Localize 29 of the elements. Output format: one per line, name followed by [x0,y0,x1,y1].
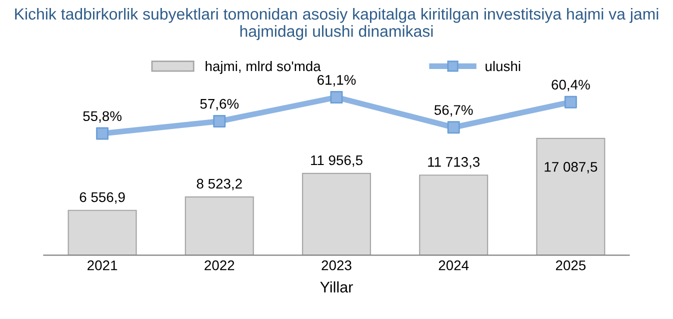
data-label: 56,7% [434,105,473,117]
data-label: 55,8% [83,111,122,123]
x-axis-title: Yillar [320,281,353,293]
bar [68,210,137,256]
x-tick-label: 2023 [322,260,352,270]
bar [184,196,254,256]
legend-label: hajmi, mlrd so'mda [206,60,321,74]
data-label: 57,6% [200,98,239,110]
x-tick-label: 2025 [556,260,586,270]
point [564,96,577,108]
point [330,91,343,104]
data-label: 6 556,9 [80,192,125,204]
data-label: 61,1% [318,74,356,86]
data-label: 60,4% [552,80,590,92]
x-tick-label: 2022 [204,260,234,270]
legend-label: ulushi [486,60,520,72]
bar [419,174,488,256]
bar [302,172,372,256]
x-tick-label: 2021 [88,260,118,270]
data-label: 11 956,5 [311,155,362,167]
data-label: 8 523,2 [196,178,242,190]
point [213,114,226,128]
data-label: 17 087,5 [544,162,598,174]
chart-title: Kichik tadbirkorlik subyektlari tomonidan asosiy kapitalga kiritilgan investitsiya hajmi va jami hajmidagi ulushi dinamikasi [15,8,658,40]
x-tick-label: 2024 [438,260,469,270]
bar [536,138,606,256]
data-label: 11 713,3 [428,156,480,168]
point [447,121,460,134]
point [96,127,109,140]
